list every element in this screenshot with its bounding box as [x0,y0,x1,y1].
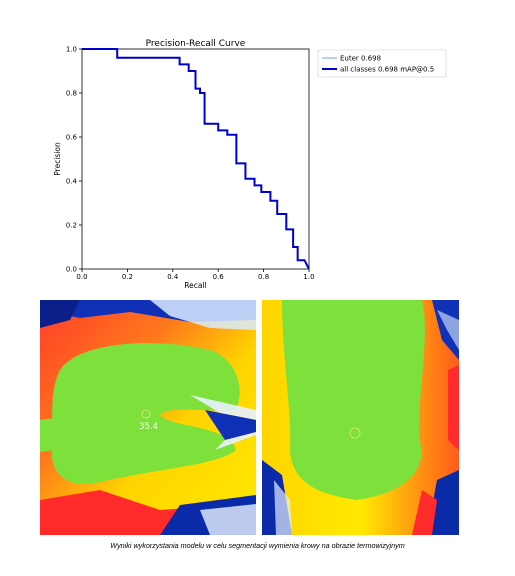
x-tick-label: 0.2 [122,273,133,281]
temperature-label: 35.4 [139,422,158,432]
y-tick-label: 0.6 [66,134,78,142]
precision-recall-chart: Precision-Recall Curve 0.0 0.2 0.4 0.6 0.8 1.… [53,39,447,290]
x-tick-label: 0.0 [76,273,87,281]
legend: Euter 0.698 all classes 0.698 mAP@0.5 [317,49,447,78]
y-axis-ticks: 0.0 0.2 0.4 0.6 0.8 1.0 [66,46,82,274]
y-tick-label: 1.0 [66,46,77,54]
x-tick-label: 0.8 [258,273,269,281]
chart-title: Precision-Recall Curve [146,39,246,49]
thermal-image-left: 35.4 [40,300,256,535]
legend-label-all-classes: all classes 0.698 mAP@0.5 [340,66,434,74]
y-axis-label: Precision [53,142,62,176]
legend-box [317,49,447,78]
figure-caption: Wyniki wykorzystania modelu w celu segme… [110,541,405,550]
legend-label-euter: Euter 0.698 [340,55,381,63]
y-tick-label: 0.0 [66,266,77,274]
x-tick-label: 0.6 [213,273,225,281]
series-layer [82,48,310,270]
x-tick-label: 1.0 [303,273,314,281]
x-axis-label: Recall [184,281,206,290]
y-tick-label: 0.4 [66,178,78,186]
series-line-all-classes [82,48,310,270]
y-tick-label: 0.2 [66,222,77,230]
x-tick-label: 0.4 [167,273,179,281]
y-tick-label: 0.8 [66,90,77,98]
x-axis-ticks: 0.0 0.2 0.4 0.6 0.8 1.0 [76,269,315,281]
thermal-image-right [262,300,459,535]
